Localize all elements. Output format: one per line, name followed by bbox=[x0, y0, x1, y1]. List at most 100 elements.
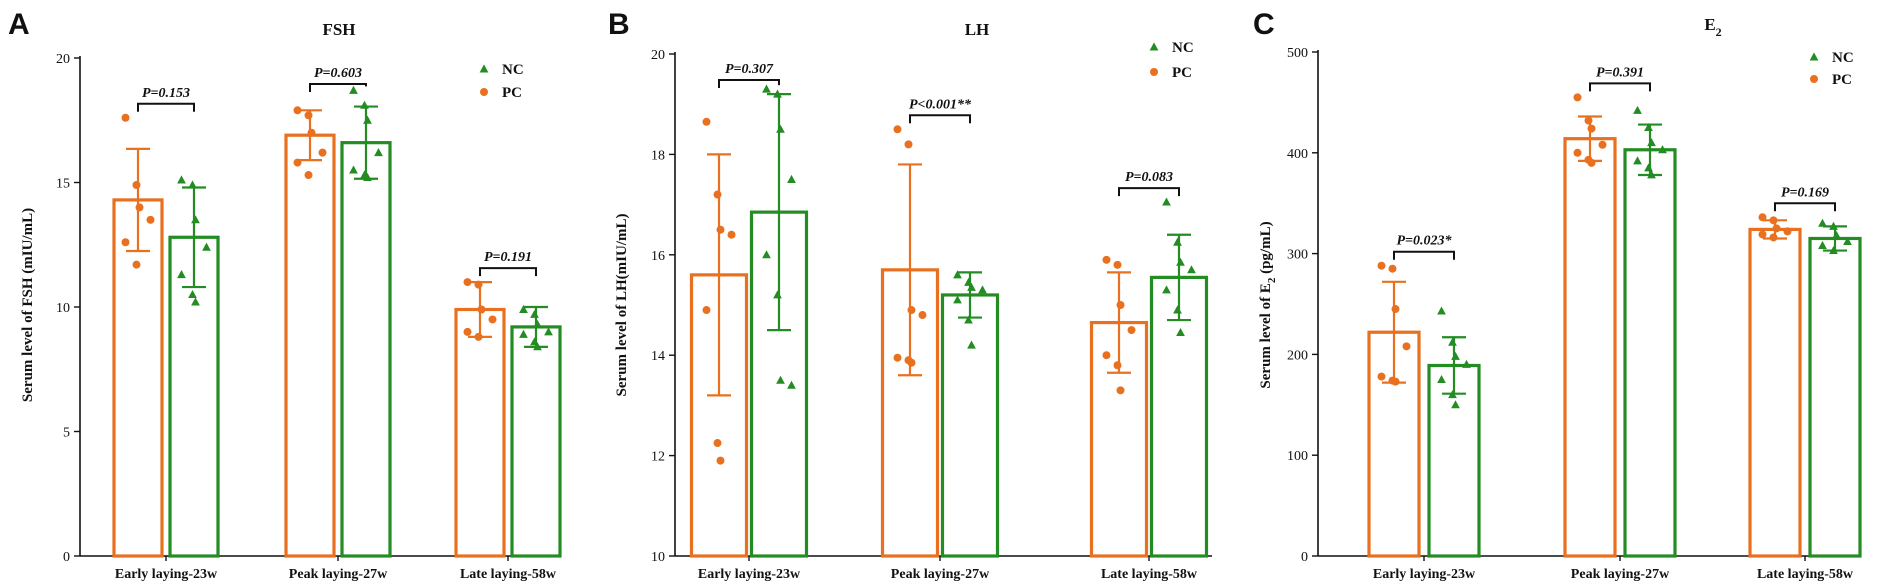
data-point-pc bbox=[121, 113, 130, 122]
data-point-nc bbox=[964, 277, 973, 286]
panel-letter: A bbox=[8, 8, 30, 41]
data-point-nc bbox=[1462, 359, 1471, 368]
data-point-nc bbox=[177, 270, 186, 279]
y-tick-label: 20 bbox=[651, 48, 665, 63]
data-point-pc bbox=[893, 353, 902, 362]
chart-title-main: E bbox=[1704, 15, 1715, 34]
data-point-nc bbox=[1173, 305, 1182, 314]
bar-nc bbox=[940, 293, 1000, 558]
data-point-nc bbox=[787, 174, 796, 183]
chart-title: LH bbox=[965, 20, 990, 39]
data-point-nc bbox=[1647, 138, 1656, 147]
data-point-nc bbox=[953, 295, 962, 304]
data-point-pc bbox=[132, 260, 141, 269]
bar-pc bbox=[112, 198, 164, 558]
data-point-nc bbox=[1832, 230, 1841, 239]
data-point-pc bbox=[1377, 372, 1386, 381]
bar-nc bbox=[510, 325, 562, 558]
data-point-pc bbox=[1772, 224, 1781, 233]
x-tick-label: Early laying-23w bbox=[1373, 567, 1476, 582]
y-label-part: (pg/mL) bbox=[1258, 221, 1274, 277]
data-point-nc bbox=[349, 85, 358, 94]
data-point-nc bbox=[1448, 390, 1457, 399]
significance-bracket bbox=[718, 79, 780, 88]
data-point-nc bbox=[1173, 237, 1182, 246]
x-tick-label: Peak laying-27w bbox=[289, 567, 388, 582]
chart-title: FSH bbox=[322, 20, 355, 39]
data-point-pc bbox=[713, 439, 722, 448]
y-tick-label: 400 bbox=[1287, 147, 1308, 162]
data-point-pc bbox=[1377, 261, 1386, 270]
chart-title-subscript: 2 bbox=[1716, 25, 1722, 39]
data-point-nc bbox=[1633, 105, 1642, 114]
legend-label-nc: NC bbox=[502, 62, 524, 78]
data-point-pc bbox=[132, 180, 141, 189]
panel-letter: C bbox=[1253, 8, 1275, 41]
data-point-nc bbox=[530, 309, 539, 318]
data-point-nc bbox=[519, 304, 528, 313]
legend-marker-pc bbox=[480, 88, 488, 96]
p-value-label: P=0.083 bbox=[1125, 170, 1173, 185]
data-point-pc bbox=[135, 203, 144, 212]
data-point-nc bbox=[360, 100, 369, 109]
data-point-pc bbox=[702, 306, 711, 315]
data-point-pc bbox=[1584, 116, 1593, 125]
data-point-nc bbox=[967, 340, 976, 349]
y-tick-label: 0 bbox=[1301, 550, 1308, 565]
data-point-pc bbox=[907, 306, 916, 315]
data-point-nc bbox=[533, 319, 542, 328]
data-point-pc bbox=[1758, 213, 1767, 222]
p-value-label: P=0.307 bbox=[725, 62, 774, 77]
data-point-pc bbox=[307, 128, 316, 137]
data-point-pc bbox=[1769, 216, 1778, 225]
bar-pc bbox=[1563, 137, 1617, 558]
data-point-pc bbox=[727, 230, 736, 239]
x-tick-label: Late laying-58w bbox=[1757, 567, 1854, 582]
data-point-nc bbox=[1176, 257, 1185, 266]
data-point-nc bbox=[530, 337, 539, 346]
data-point-nc bbox=[1451, 351, 1460, 360]
data-point-pc bbox=[1769, 233, 1778, 242]
data-point-pc bbox=[1102, 255, 1111, 264]
chart-panel-b: B LH Serum level of LH(mIU/mL) 10 12 14 16 18 20… bbox=[608, 8, 1212, 582]
y-label-part: Serum level of E bbox=[1258, 283, 1274, 388]
data-point-pc bbox=[474, 332, 483, 341]
y-tick-label: 0 bbox=[63, 550, 70, 565]
data-point-pc bbox=[293, 106, 302, 115]
data-point-nc bbox=[1162, 197, 1171, 206]
bar-pc bbox=[284, 133, 336, 558]
legend-label-pc: PC bbox=[1832, 72, 1852, 88]
significance-bracket bbox=[909, 114, 971, 124]
data-point-pc bbox=[904, 140, 913, 149]
data-point-nc bbox=[1448, 337, 1457, 346]
significance-bracket bbox=[309, 83, 367, 92]
panel-letter: B bbox=[608, 8, 630, 41]
data-point-pc bbox=[304, 111, 313, 120]
data-point-nc bbox=[1437, 375, 1446, 384]
y-tick-label: 20 bbox=[56, 52, 70, 67]
data-point-pc bbox=[146, 215, 155, 224]
data-point-nc bbox=[1658, 145, 1667, 154]
y-tick-label: 300 bbox=[1287, 248, 1308, 263]
data-point-pc bbox=[702, 117, 711, 126]
data-point-nc bbox=[177, 175, 186, 184]
data-point-nc bbox=[978, 285, 987, 294]
p-value-label: P=0.603 bbox=[314, 66, 362, 81]
p-value-label: P=0.153 bbox=[142, 86, 190, 101]
p-value-label: P=0.023* bbox=[1396, 234, 1452, 249]
data-point-nc bbox=[1818, 240, 1827, 249]
legend-label-pc: PC bbox=[1172, 65, 1192, 81]
data-point-pc bbox=[1587, 124, 1596, 133]
data-point-nc bbox=[1843, 236, 1852, 245]
legend-marker-nc bbox=[479, 64, 489, 73]
data-point-pc bbox=[1783, 227, 1792, 236]
data-point-nc bbox=[1644, 163, 1653, 172]
data-point-pc bbox=[1127, 326, 1136, 335]
x-tick-label: Peak laying-27w bbox=[891, 567, 990, 582]
x-tick-label: Early laying-23w bbox=[698, 567, 801, 582]
data-point-nc bbox=[191, 297, 200, 306]
data-point-pc bbox=[1116, 386, 1125, 395]
y-tick-label: 5 bbox=[63, 426, 70, 441]
data-point-nc bbox=[1647, 170, 1656, 179]
